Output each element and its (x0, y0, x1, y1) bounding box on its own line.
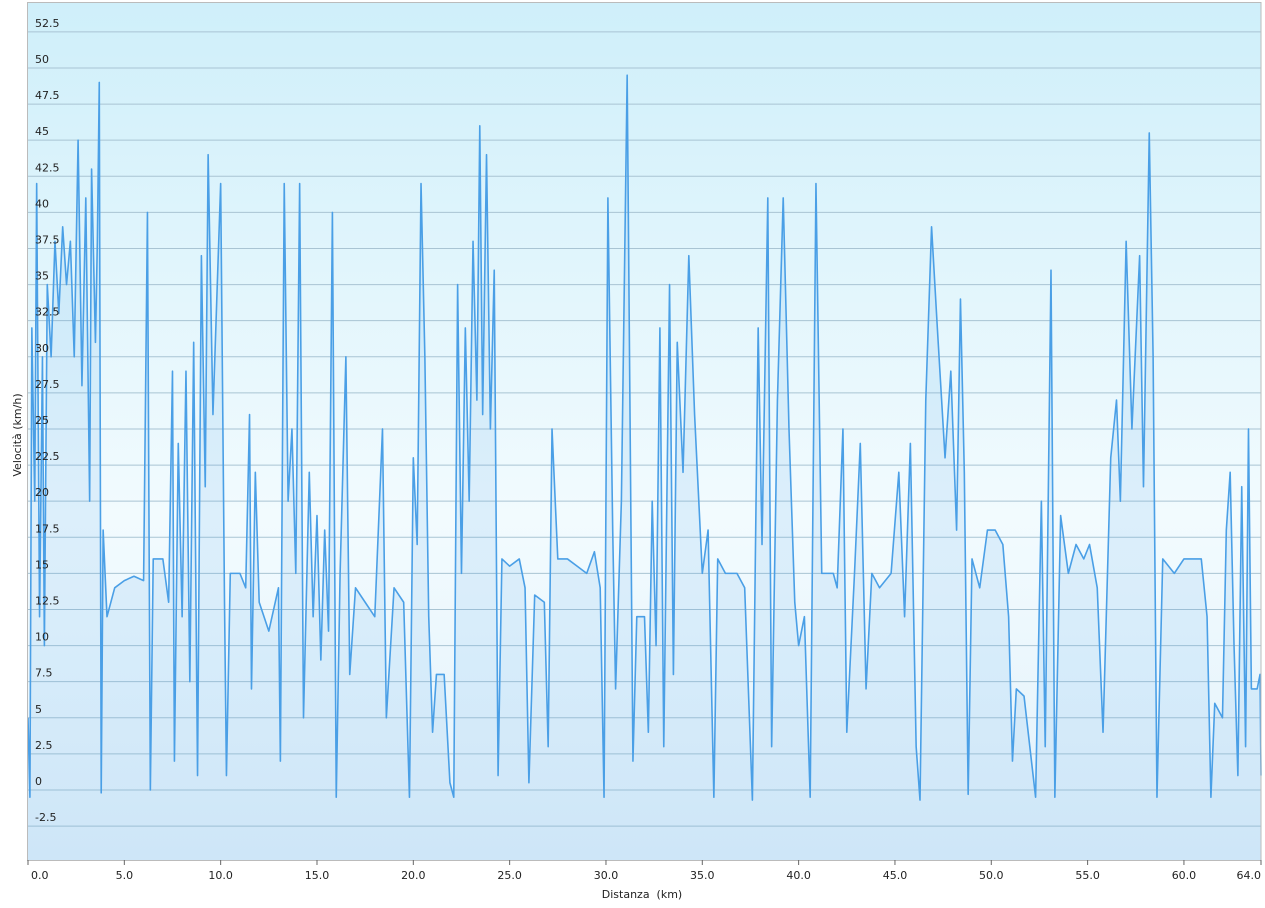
y-tick-label: 22.5 (35, 450, 60, 463)
y-tick-label: 2.5 (35, 739, 53, 752)
y-tick-label: 52.5 (35, 17, 60, 30)
y-axis-label: Velocità (km/h) (11, 393, 24, 476)
y-tick-label: 45 (35, 125, 49, 138)
y-tick-label: 37.5 (35, 233, 60, 246)
x-tick-label: 64.0 (1237, 869, 1262, 882)
x-tick-label: 15.0 (305, 869, 330, 882)
y-tick-label: 25 (35, 414, 49, 427)
x-tick-label: 50.0 (979, 869, 1004, 882)
x-tick-label: 30.0 (594, 869, 619, 882)
line-area (28, 75, 1261, 860)
y-tick-label: 50 (35, 53, 49, 66)
y-tick-label: 7.5 (35, 667, 53, 680)
y-tick-label: 12.5 (35, 594, 60, 607)
x-tick-label: 60.0 (1172, 869, 1197, 882)
x-tick-label: 40.0 (786, 869, 811, 882)
x-tick-label: 0.0 (31, 869, 49, 882)
x-tick-label: 10.0 (208, 869, 233, 882)
y-tick-label: 17.5 (35, 522, 60, 535)
line (27, 74, 1262, 801)
y-tick-label: 35 (35, 270, 49, 283)
x-tick-label: 5.0 (116, 869, 134, 882)
x-axis-label: Distanza (km) (602, 888, 682, 901)
plot-background (28, 3, 1261, 860)
y-tick-label: 27.5 (35, 378, 60, 391)
x-tick-label: 20.0 (401, 869, 426, 882)
x-tick-label: 35.0 (690, 869, 715, 882)
y-tick-label: 5 (35, 703, 42, 716)
y-tick-label: 30 (35, 342, 49, 355)
x-tick-label: 25.0 (497, 869, 522, 882)
plot-border (27, 2, 1262, 861)
x-tick-label: 55.0 (1075, 869, 1100, 882)
y-tick-label: 20 (35, 486, 49, 499)
y-tick-label: -2.5 (35, 811, 56, 824)
y-tick-label: 0 (35, 775, 42, 788)
y-tick-label: 15 (35, 558, 49, 571)
y-tick-label: 42.5 (35, 161, 60, 174)
y-tick-label: 40 (35, 197, 49, 210)
y-tick-label: 32.5 (35, 306, 60, 319)
y-tick-label: 47.5 (35, 89, 60, 102)
x-tick-label: 45.0 (883, 869, 908, 882)
y-tick-label: 10 (35, 631, 49, 644)
